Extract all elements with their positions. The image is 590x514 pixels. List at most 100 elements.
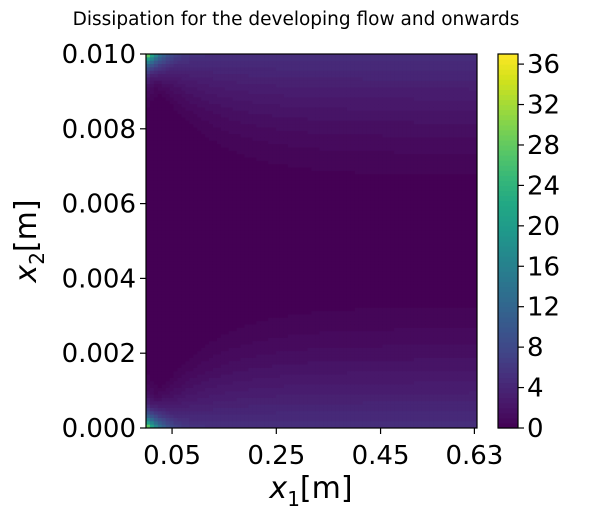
heatmap-cell — [299, 367, 305, 372]
heatmap-cell — [283, 387, 289, 392]
heatmap-cell — [185, 404, 190, 409]
heatmap-cell — [201, 277, 206, 282]
heatmap-cell — [315, 254, 320, 259]
heatmap-cell — [260, 124, 265, 129]
heatmap-cell — [268, 114, 273, 119]
heatmap-cell — [146, 284, 151, 289]
heatmap-cell — [276, 347, 281, 352]
heatmap-cell — [264, 394, 269, 399]
heatmap-cell — [216, 104, 222, 109]
heatmap-cell — [303, 277, 309, 282]
heatmap-cell — [228, 227, 234, 232]
heatmap-cell — [283, 100, 289, 105]
heatmap-cell — [319, 87, 324, 92]
heatmap-cell — [189, 404, 194, 409]
heatmap-cell — [268, 200, 273, 205]
heatmap-cell — [157, 227, 163, 232]
heatmap-cell — [283, 140, 289, 145]
heatmap-cell — [303, 334, 309, 339]
heatmap-cell — [201, 210, 206, 215]
heatmap-cell — [173, 170, 179, 175]
heatmap-cell — [224, 331, 230, 336]
heatmap-cell — [161, 207, 167, 212]
heatmap-cell — [201, 261, 206, 265]
heatmap-cell — [279, 54, 285, 58]
heatmap-cell — [153, 284, 159, 289]
heatmap-cell — [228, 100, 234, 105]
heatmap-cell — [244, 411, 250, 416]
heatmap-cell — [260, 154, 265, 159]
heatmap-cell — [279, 424, 285, 428]
heatmap-cell — [201, 331, 206, 336]
heatmap-cell — [299, 371, 305, 376]
heatmap-cell — [169, 424, 175, 428]
heatmap-cell — [209, 331, 214, 336]
heatmap-cell — [185, 351, 190, 356]
heatmap-cell — [268, 377, 273, 382]
heatmap-cell — [197, 170, 202, 175]
heatmap-cell — [256, 347, 261, 352]
heatmap-cell — [185, 84, 190, 88]
heatmap-cell — [276, 104, 281, 109]
heatmap-cell — [299, 417, 305, 422]
heatmap-cell — [169, 110, 175, 115]
heatmap-cell — [307, 114, 313, 119]
heatmap-cell — [224, 104, 230, 109]
heatmap-cell — [299, 140, 305, 145]
heatmap-cell — [177, 234, 183, 239]
heatmap-cell — [252, 281, 257, 286]
heatmap-cell — [146, 417, 151, 422]
heatmap-cell — [319, 97, 324, 102]
heatmap-cell — [209, 97, 214, 102]
heatmap-cell — [244, 357, 250, 362]
heatmap-cell — [272, 367, 277, 372]
heatmap-cell — [311, 304, 317, 309]
heatmap-cell — [260, 337, 265, 342]
heatmap-cell — [228, 150, 234, 155]
heatmap-cell — [197, 274, 202, 279]
heatmap-cell — [209, 241, 214, 245]
heatmap-cell — [165, 87, 171, 92]
heatmap-cell — [279, 94, 285, 99]
heatmap-cell — [303, 304, 309, 309]
heatmap-cell — [173, 190, 179, 195]
heatmap-cell — [307, 354, 313, 359]
heatmap-cell — [146, 384, 151, 389]
heatmap-cell — [228, 287, 234, 292]
heatmap-cell — [197, 411, 202, 416]
heatmap-cell — [276, 404, 281, 409]
heatmap-cell — [248, 381, 253, 386]
heatmap-cell — [153, 317, 159, 322]
heatmap-cell — [256, 291, 261, 296]
heatmap-cell — [295, 344, 301, 349]
heatmap-cell — [264, 110, 269, 115]
heatmap-cell — [248, 334, 253, 339]
heatmap-cell — [185, 180, 190, 185]
heatmap-cell — [236, 60, 242, 65]
heatmap-cell — [287, 374, 293, 379]
heatmap-cell — [279, 164, 285, 169]
heatmap-cell — [216, 387, 222, 392]
heatmap-cell — [153, 54, 159, 58]
heatmap-cell — [268, 147, 273, 152]
heatmap-cell — [209, 267, 214, 272]
heatmap-cell — [295, 200, 301, 205]
heatmap-cell — [283, 361, 289, 366]
heatmap-cell — [276, 184, 281, 189]
heatmap-cell — [157, 264, 163, 269]
heatmap-cell — [161, 284, 167, 289]
heatmap-cell — [248, 124, 253, 129]
heatmap-cell — [276, 84, 281, 88]
heatmap-cell — [149, 291, 155, 296]
heatmap-cell — [244, 424, 250, 428]
heatmap-cell — [232, 114, 238, 119]
heatmap-cell — [228, 70, 234, 75]
heatmap-cell — [216, 271, 222, 275]
heatmap-cell — [165, 241, 171, 245]
heatmap-cell — [224, 187, 230, 192]
heatmap-cell — [299, 120, 305, 125]
heatmap-cell — [201, 57, 206, 62]
heatmap-cell — [299, 217, 305, 222]
heatmap-cell — [157, 341, 163, 346]
heatmap-cell — [260, 307, 265, 312]
